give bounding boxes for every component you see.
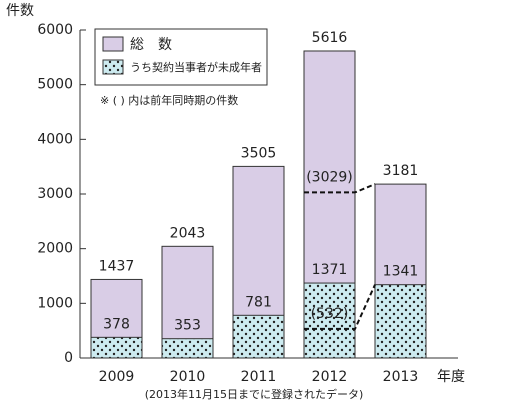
prior-line	[304, 183, 376, 194]
value-label: 1341	[383, 264, 419, 280]
y-axis-label: 件数	[6, 3, 34, 19]
value-label: 3181	[383, 163, 419, 179]
legend-swatch	[102, 59, 124, 75]
x-tick-label: 2013	[383, 369, 419, 385]
y-tick-label: 2000	[37, 241, 73, 257]
y-tick-label: 0	[64, 350, 73, 366]
value-label: 353	[174, 318, 201, 334]
y-tick-label: 4000	[37, 131, 73, 147]
value-label: 5616	[312, 30, 348, 46]
value-label: 378	[103, 316, 130, 332]
y-tick-label: 5000	[37, 77, 73, 93]
value-label: 1371	[312, 262, 348, 278]
y-tick-label: 1000	[37, 295, 73, 311]
bar	[90, 336, 143, 359]
x-tick-label: 2009	[99, 369, 135, 385]
x-tick-label: 2011	[241, 369, 277, 385]
value-label: 1437	[99, 258, 135, 274]
prior-label: (3029)	[306, 169, 353, 185]
value-label: 2043	[170, 225, 206, 241]
footnote: (2013年11月15日までに登録されたデータ)	[145, 387, 364, 401]
x-tick-label: 2010	[170, 369, 206, 385]
bar	[303, 282, 356, 359]
bar	[374, 284, 427, 359]
bar	[232, 314, 285, 359]
value-label: 781	[245, 294, 272, 310]
bar	[161, 338, 214, 359]
value-label: 3505	[241, 145, 277, 161]
y-tick-label: 3000	[37, 186, 73, 202]
legend-label: 総 数	[130, 37, 172, 53]
y-tick-label: 6000	[37, 22, 73, 38]
legend-swatch	[102, 36, 124, 52]
x-tick-label: 2012	[312, 369, 348, 385]
prior-label: (532)	[311, 306, 349, 322]
legend-box	[94, 28, 268, 86]
note: ※ ( ) 内は前年同時期の件数	[100, 93, 238, 107]
x-axis-label: 年度	[437, 369, 465, 385]
prior-line	[304, 284, 376, 330]
legend-label: うち契約当事者が未成年者	[130, 60, 262, 74]
